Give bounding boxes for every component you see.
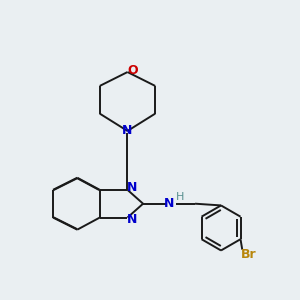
Text: Br: Br bbox=[242, 248, 257, 261]
Text: N: N bbox=[127, 181, 137, 194]
Text: O: O bbox=[128, 64, 138, 77]
Text: N: N bbox=[122, 124, 133, 137]
Text: N: N bbox=[127, 214, 137, 226]
Text: H: H bbox=[176, 193, 184, 202]
Text: N: N bbox=[164, 197, 174, 210]
